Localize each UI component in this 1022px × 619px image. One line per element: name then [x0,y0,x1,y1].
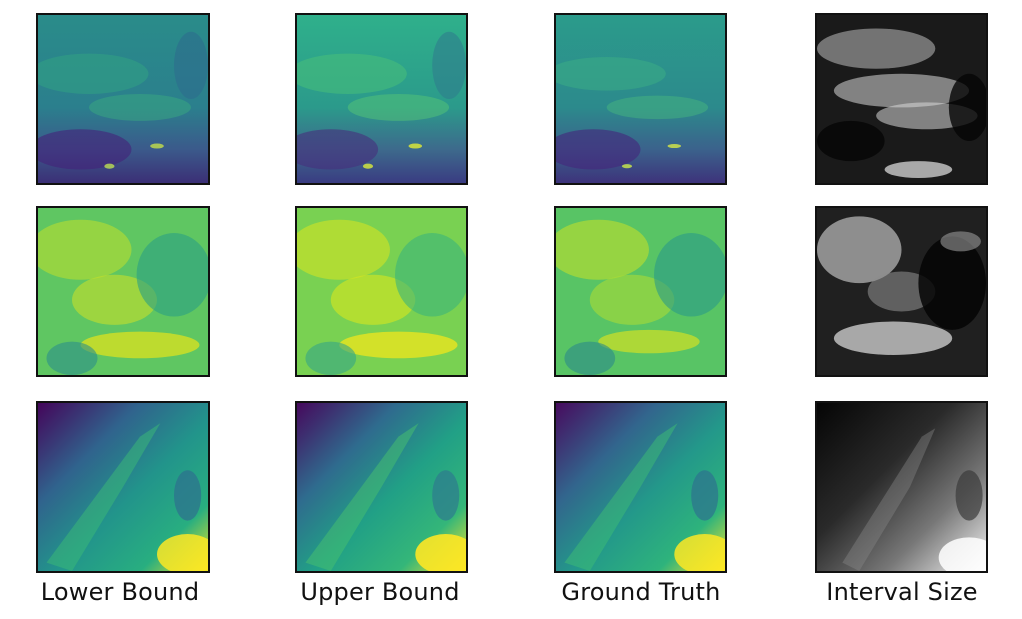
image-ground-truth-row-2 [554,206,727,377]
image-ground-truth-row-1 [554,13,727,185]
image-upper-bound-row-2 [295,206,468,377]
image-upper-bound-row-1 [295,13,468,185]
image-lower-bound-row-2 [36,206,210,377]
image-lower-bound-row-3 [36,401,210,573]
image-lower-bound-row-1 [36,13,210,185]
image-ground-truth-row-3 [554,401,727,573]
image-interval-size-row-2 [815,206,988,377]
column-label-lower-bound: Lower Bound [40,578,200,606]
column-label-interval-size: Interval Size [826,578,978,606]
image-interval-size-row-3 [815,401,988,573]
column-label-upper-bound: Upper Bound [300,578,460,606]
image-upper-bound-row-3 [295,401,468,573]
column-label-ground-truth: Ground Truth [561,578,721,606]
image-interval-size-row-1 [815,13,988,185]
